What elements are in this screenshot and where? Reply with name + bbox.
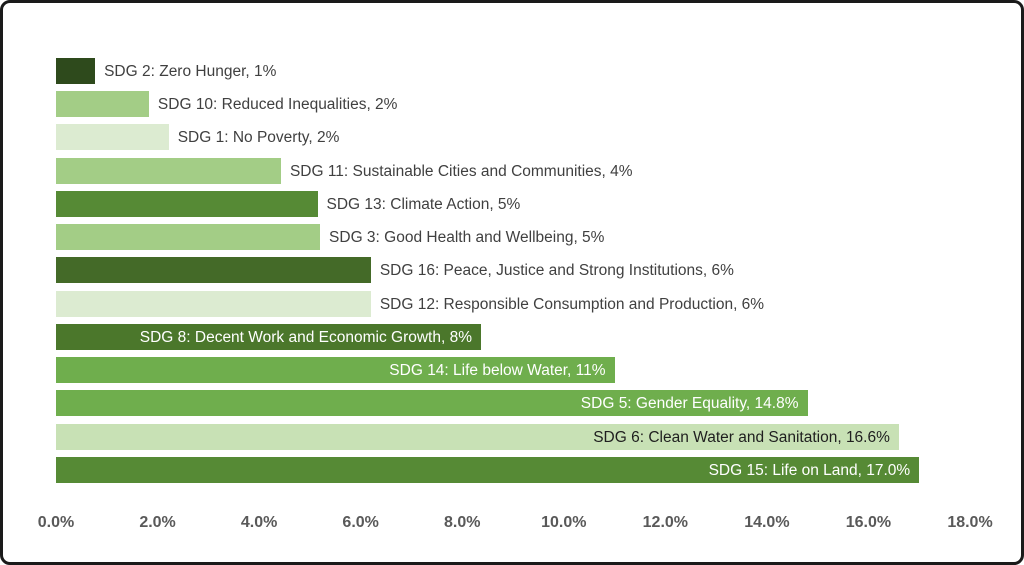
x-tick-6: 6.0% [342, 514, 379, 531]
bar-sdg-5: SDG 5: Gender Equality, 14.8% [56, 390, 808, 417]
bar-label-sdg-8: SDG 8: Decent Work and Economic Growth, … [139, 328, 472, 346]
x-tick-12: 12.0% [642, 514, 689, 531]
bar-sdg-12: SDG 12: Responsible Consumption and Prod… [56, 290, 764, 317]
bar-label-sdg-6: SDG 6: Clean Water and Sanitation, 16.6% [593, 428, 890, 446]
bar-label-sdg-2: SDG 2: Zero Hunger, 1% [104, 63, 277, 80]
bar-label-sdg-15: SDG 15: Life on Land, 17.0% [708, 461, 911, 479]
bar-label-sdg-3: SDG 3: Good Health and Wellbeing, 5% [329, 229, 605, 247]
bar-label-sdg-16: SDG 16: Peace, Justice and Strong Instit… [379, 262, 734, 280]
plot-area: SDG 2: Zero Hunger, 1% SDG 10: Reduced In… [56, 58, 970, 484]
bar-label-sdg-12: SDG 12: Responsible Consumption and Prod… [379, 295, 765, 313]
x-tick-8: 8.0% [443, 514, 481, 531]
x-tick-14: 14.0% [744, 514, 790, 531]
x-tick-0: 0.0% [37, 514, 75, 531]
bar-label-sdg-10: SDG 10: Reduced Inequalities, 2% [157, 96, 398, 114]
x-tick-4: 4.0% [240, 514, 278, 531]
x-tick-18: 18.0% [947, 514, 993, 531]
bar-sdg-13: SDG 13: Climate Action, 5% [56, 190, 520, 217]
bar-sdg-6: SDG 6: Clean Water and Sanitation, 16.6% [56, 423, 899, 450]
bar-sdg-3: SDG 3: Good Health and Wellbeing, 5% [56, 224, 604, 251]
bar-label-sdg-13: SDG 13: Climate Action, 5% [326, 195, 521, 213]
bar-sdg-11: SDG 11: Sustainable Cities and Communiti… [56, 157, 633, 184]
x-tick-16: 16.0% [845, 514, 892, 531]
bar-label-sdg-1: SDG 1: No Poverty, 2% [177, 129, 340, 147]
bar-sdg-10: SDG 10: Reduced Inequalities, 2% [56, 91, 397, 118]
bar-sdg-14: SDG 14: Life below Water, 11% [56, 357, 615, 384]
bar-label-sdg-11: SDG 11: Sustainable Cities and Communiti… [289, 162, 633, 180]
bar-label-sdg-5: SDG 5: Gender Equality, 14.8% [580, 395, 799, 413]
bar-sdg-16: SDG 16: Peace, Justice and Strong Instit… [56, 257, 734, 284]
x-tick-2: 2.0% [139, 514, 176, 531]
bar-label-sdg-14: SDG 14: Life below Water, 11% [389, 362, 606, 380]
bar-sdg-8: SDG 8: Decent Work and Economic Growth, … [56, 323, 481, 350]
bar-sdg-2: SDG 2: Zero Hunger, 1% [56, 58, 276, 84]
bar-sdg-15: SDG 15: Life on Land, 17.0% [56, 456, 920, 483]
bar-sdg-1: SDG 1: No Poverty, 2% [56, 124, 339, 151]
x-tick-10: 10.0% [541, 514, 587, 531]
x-axis: 0.0% 2.0% 4.0% 6.0% 8.0% 10.0% 12.0% 14.0% 16.0%… [38, 514, 993, 536]
